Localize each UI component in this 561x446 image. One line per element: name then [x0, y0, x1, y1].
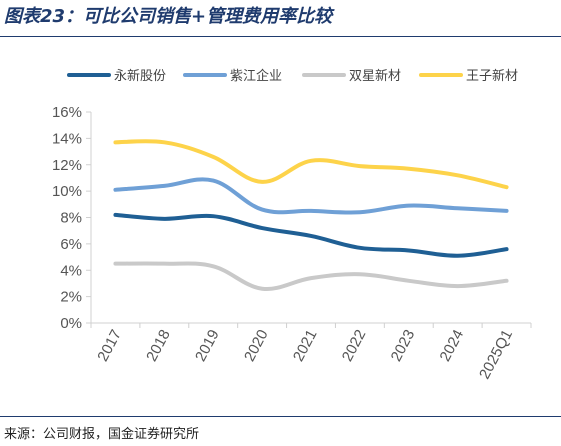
legend-label: 永新股份 — [114, 68, 166, 84]
x-tick-label: 2023 — [388, 327, 419, 364]
title-rule — [0, 36, 561, 37]
y-tick-label: 12% — [52, 157, 82, 174]
x-tick-label: 2021 — [290, 327, 321, 364]
y-tick-label: 8% — [60, 210, 82, 227]
y-tick-label: 4% — [60, 262, 82, 279]
legend-label: 双星新材 — [349, 68, 401, 84]
chart-title: 图表23：可比公司销售+管理费用率比较 — [4, 6, 333, 27]
y-axis: 0% 2% 4% 6% 8% 10% 12% 14% 16% — [52, 104, 92, 332]
series-line-1 — [113, 212, 509, 258]
y-tick-label: 2% — [60, 289, 82, 306]
series-line-4 — [113, 139, 509, 190]
x-tick-label: 2024 — [437, 327, 468, 364]
plot-area — [113, 139, 509, 291]
x-tick-label: 2018 — [143, 327, 174, 364]
x-tick-label: 2017 — [94, 327, 125, 364]
legend-label: 紫江企业 — [230, 68, 282, 84]
source-rule — [0, 416, 561, 417]
x-tick-label: 2019 — [192, 327, 223, 364]
x-tick-label: 2025Q1 — [476, 327, 516, 382]
series-line-2 — [113, 177, 509, 215]
x-axis: 2017 2018 2019 2020 2021 2022 2023 2024 2025Q1 — [90, 322, 532, 382]
y-tick-label: 0% — [60, 315, 82, 332]
legend: 永新股份 紫江企业 双星新材 王子新材 — [67, 68, 518, 84]
y-tick-label: 14% — [52, 130, 82, 147]
y-tick-label: 10% — [52, 183, 82, 200]
legend-label: 王子新材 — [466, 68, 518, 84]
x-tick-label: 2022 — [339, 327, 370, 364]
x-tick-label: 2020 — [241, 327, 272, 364]
y-tick-label: 16% — [52, 104, 82, 121]
source-note: 来源：公司财报，国金证券研究所 — [4, 427, 200, 442]
series-line-3 — [113, 261, 509, 291]
y-tick-label: 6% — [60, 236, 82, 253]
